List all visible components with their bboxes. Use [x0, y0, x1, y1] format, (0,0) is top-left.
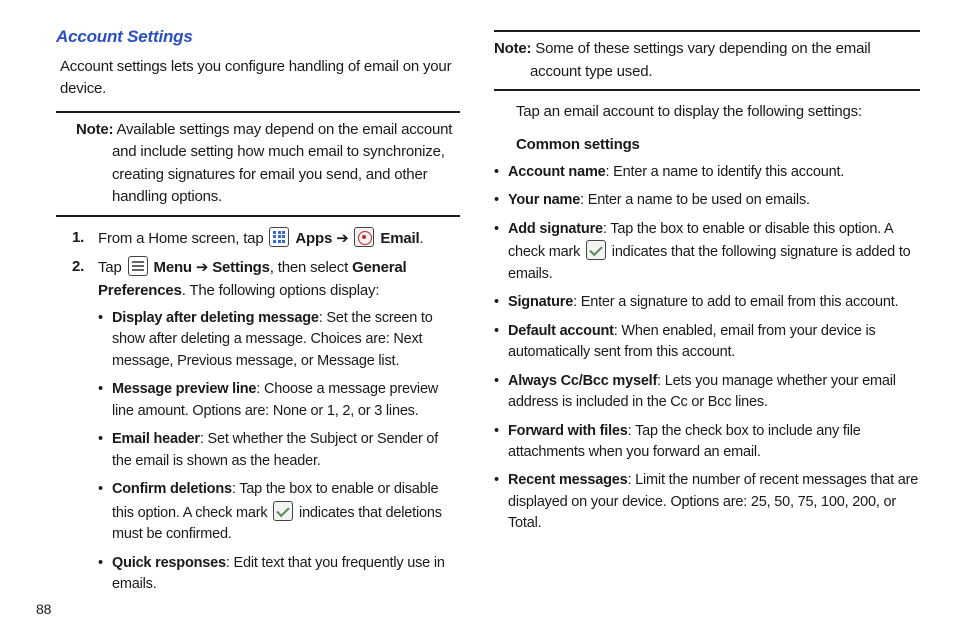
step-1: 1. From a Home screen, tap Apps ➔ Email. [72, 227, 460, 251]
apps-icon [269, 227, 289, 247]
list-item: Your name: Enter a name to be used on em… [494, 190, 920, 211]
list-item: Recent messages: Limit the number of rec… [494, 470, 920, 534]
note-label: Note: [494, 40, 531, 57]
bullet-term: Email header [112, 431, 200, 447]
list-item: Confirm deletions: Tap the box to enable… [98, 479, 460, 545]
list-item: Account name: Enter a name to identify t… [494, 162, 920, 183]
lead-text: Tap an email account to display the foll… [494, 101, 920, 124]
right-column: Note: Some of these settings vary depend… [494, 24, 920, 602]
bullet-term: Message preview line [112, 381, 256, 397]
bullet-term: Default account [508, 323, 614, 339]
bullet-term: Forward with files [508, 423, 628, 439]
step1-pre: From a Home screen, tap [98, 230, 263, 247]
step2-arrow: ➔ [196, 259, 208, 276]
list-item: Signature: Enter a signature to add to e… [494, 292, 920, 313]
common-settings-heading: Common settings [494, 134, 920, 157]
intro-paragraph: Account settings lets you configure hand… [34, 56, 460, 101]
step1-email: Email [380, 230, 419, 247]
rule-top-right [494, 30, 920, 32]
check-icon [586, 240, 606, 260]
bullet-term: Confirm deletions [112, 481, 232, 497]
bullet-term: Account name [508, 164, 606, 180]
list-item: Quick responses: Edit text that you freq… [98, 553, 460, 596]
rule-top [56, 111, 460, 113]
note-body-text: Available settings may depend on the ema… [112, 121, 452, 206]
note-label: Note: [76, 121, 113, 138]
bullet-term: Your name [508, 192, 580, 208]
step2-pre: Tap [98, 259, 122, 276]
step2-post: . The following options display: [182, 282, 380, 299]
steps-list: 1. From a Home screen, tap Apps ➔ Email.… [34, 227, 460, 596]
bullet-desc: : Enter a name to identify this account. [606, 164, 845, 180]
bullet-term: Quick responses [112, 555, 226, 571]
bullet-desc: : Enter a signature to add to email from… [573, 294, 898, 310]
bullet-term: Signature [508, 294, 573, 310]
bullet-term: Add signature [508, 221, 603, 237]
bullet-term: Display after deleting message [112, 310, 319, 326]
email-icon [354, 227, 374, 247]
list-item: Message preview line: Choose a message p… [98, 379, 460, 422]
menu-icon [128, 256, 148, 276]
list-item: Display after deleting message: Set the … [98, 308, 460, 372]
section-title: Account Settings [34, 24, 460, 50]
common-settings-bullets: Account name: Enter a name to identify t… [494, 162, 920, 535]
bullet-term: Always Cc/Bcc myself [508, 373, 657, 389]
list-item: Always Cc/Bcc myself: Lets you manage wh… [494, 371, 920, 414]
note-body-text: Some of these settings vary depending on… [530, 40, 871, 80]
list-item: Forward with files: Tap the check box to… [494, 421, 920, 464]
step2-menu: Menu [154, 259, 192, 276]
step1-period: . [419, 230, 423, 247]
list-item: Email header: Set whether the Subject or… [98, 429, 460, 472]
left-column: Account Settings Account settings lets y… [34, 24, 460, 602]
general-pref-bullets: Display after deleting message: Set the … [98, 308, 460, 595]
rule-bottom-right [494, 89, 920, 91]
bullet-term: Recent messages [508, 472, 628, 488]
note-left: Note: Available settings may depend on t… [34, 119, 460, 209]
step-number: 2. [72, 256, 84, 279]
check-icon [273, 501, 293, 521]
page-number: 88 [36, 599, 51, 620]
bullet-desc: : Enter a name to be used on emails. [580, 192, 810, 208]
step1-apps: Apps [295, 230, 332, 247]
note-right: Note: Some of these settings vary depend… [494, 38, 920, 83]
step-number: 1. [72, 227, 84, 250]
list-item: Default account: When enabled, email fro… [494, 321, 920, 364]
list-item: Add signature: Tap the box to enable or … [494, 219, 920, 285]
step-2: 2. Tap Menu ➔ Settings, then select Gene… [72, 256, 460, 595]
step1-arrow: ➔ [336, 230, 348, 247]
step2-settings: Settings [212, 259, 270, 276]
rule-bottom [56, 215, 460, 217]
step2-mid: , then select [270, 259, 348, 276]
